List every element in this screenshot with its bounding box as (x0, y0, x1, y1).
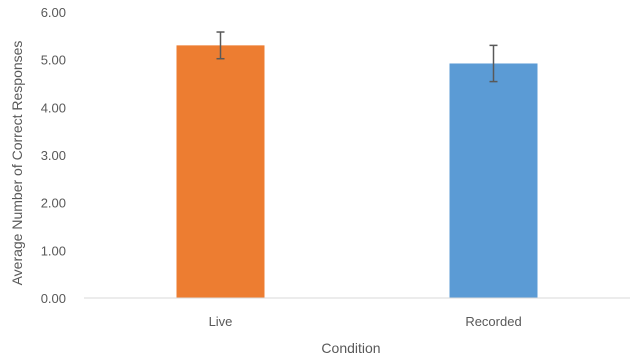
bar-recorded (449, 63, 538, 299)
bar-live (176, 45, 265, 298)
y-tick-label: 0.00 (41, 291, 66, 306)
y-tick-label: 4.00 (41, 100, 66, 115)
x-axis-title: Condition (321, 340, 380, 356)
y-tick-label: 1.00 (41, 243, 66, 258)
bars-group (176, 45, 538, 299)
x-tick-label: Live (209, 314, 233, 329)
x-tick-label: Recorded (465, 314, 521, 329)
y-tick-label: 6.00 (41, 5, 66, 20)
y-tick-label: 3.00 (41, 148, 66, 163)
x-axis-ticks: Live Recorded (209, 314, 522, 329)
y-tick-label: 5.00 (41, 53, 66, 68)
y-axis-title: Average Number of Correct Responses (9, 41, 25, 286)
error-bars-group (216, 31, 498, 83)
y-tick-label: 2.00 (41, 196, 66, 211)
y-axis-ticks: 0.00 1.00 2.00 3.00 4.00 5.00 6.00 (41, 5, 66, 306)
